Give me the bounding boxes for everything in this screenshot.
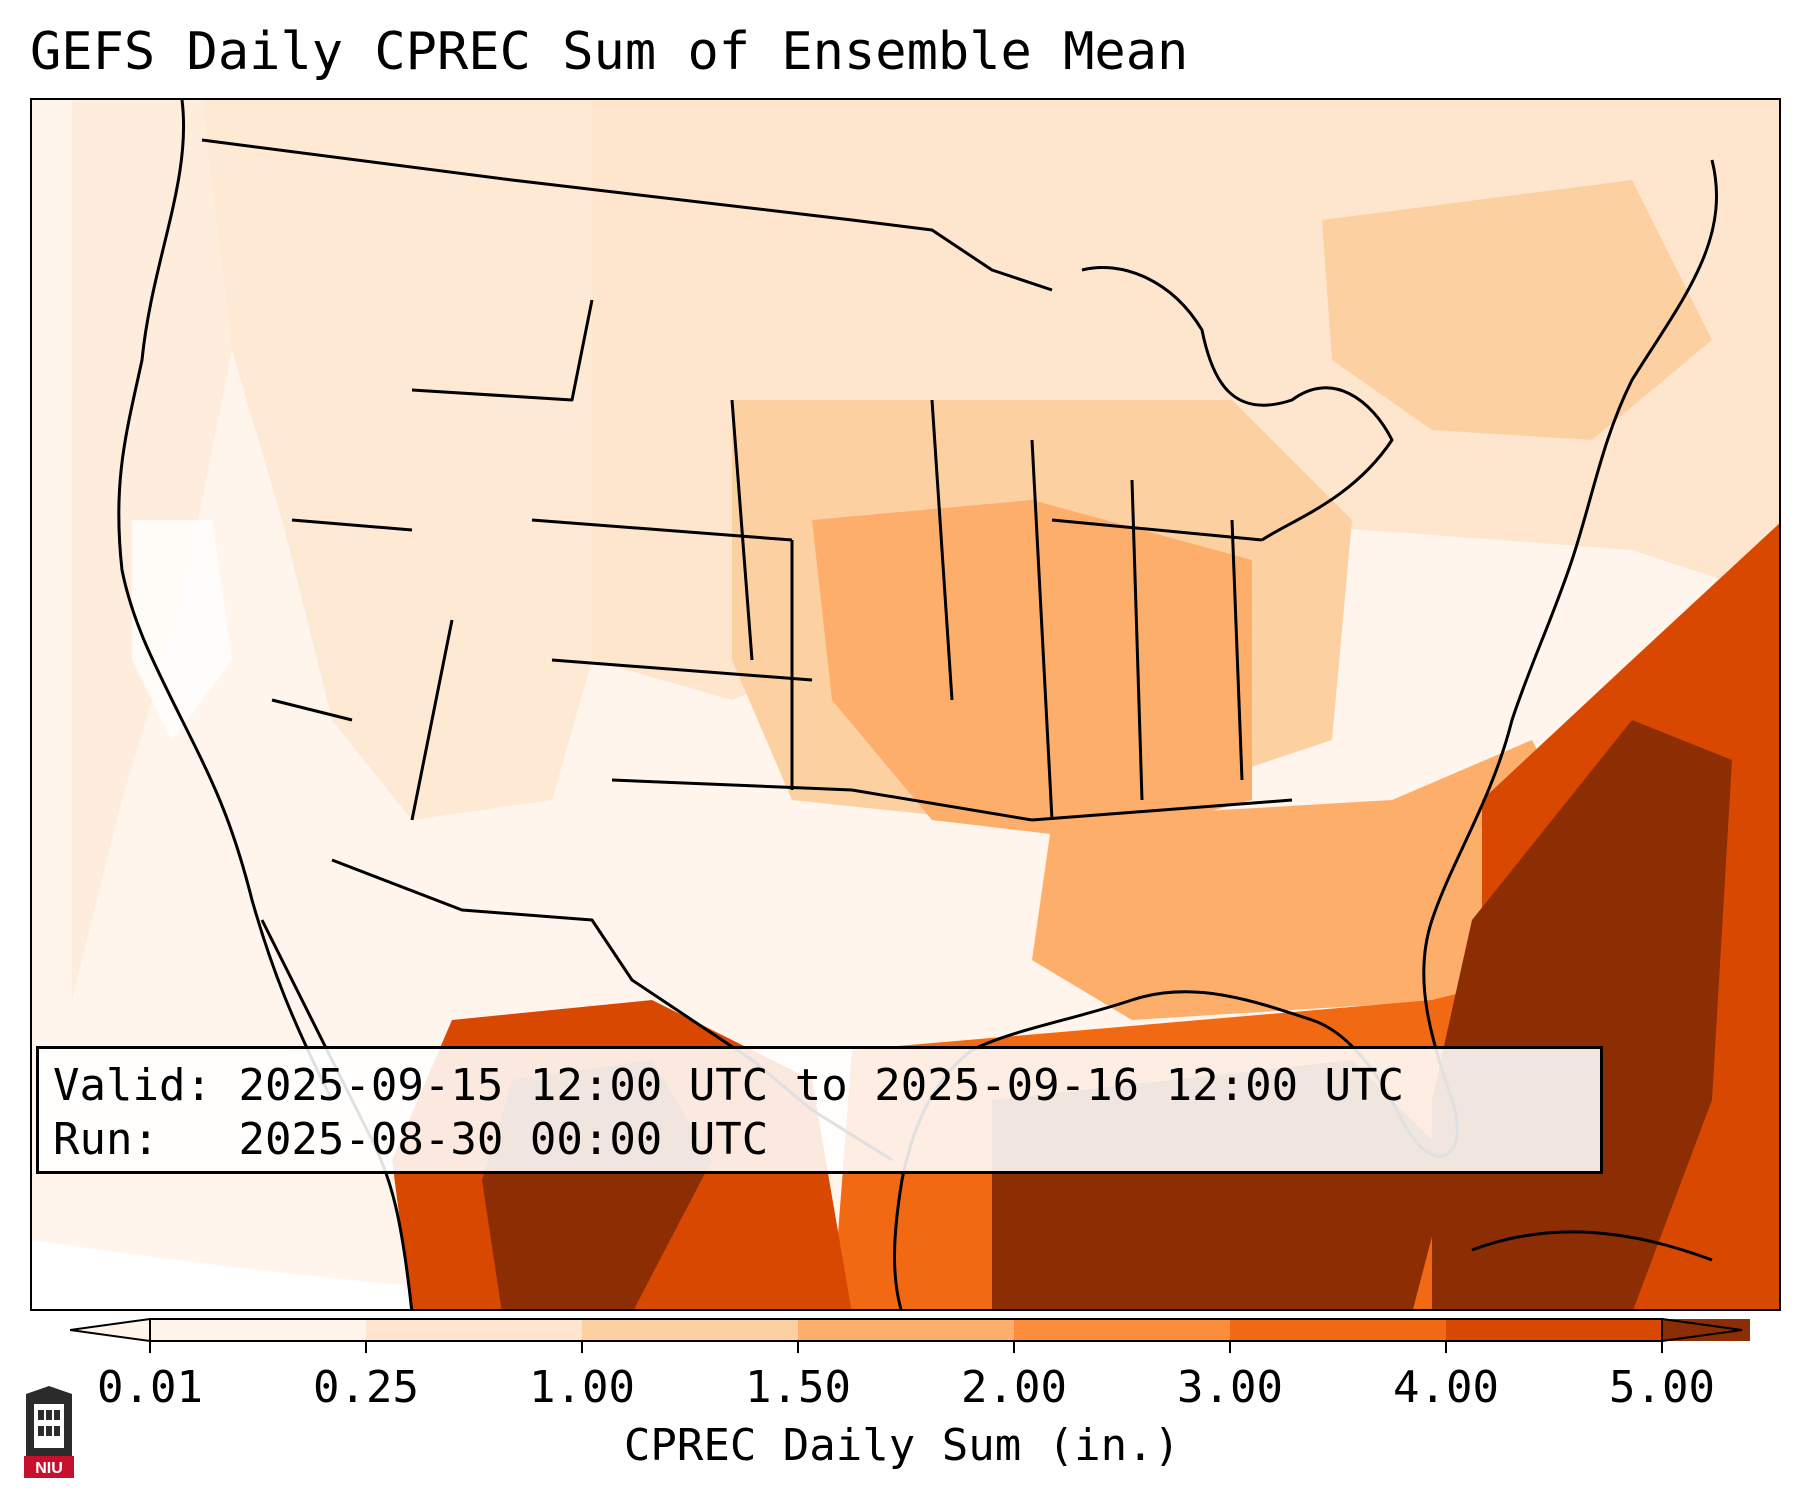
colorbar-title: CPREC Daily Sum (in.) [623,1420,1181,1471]
colorbar-tick-label: 3.00 [1177,1362,1283,1413]
colorbar-segment [798,1319,1014,1341]
map-boundaries [117,100,1718,1309]
precip-area-minimal [132,520,232,740]
precip-map [30,98,1781,1311]
colorbar-extend-low [70,1317,151,1343]
colorbar-segment [366,1319,582,1341]
colorbar-outline [149,1318,1663,1342]
colorbar-tick-label: 1.00 [529,1362,635,1413]
colorbar-segment [150,1319,366,1341]
colorbar-tick-label: 1.50 [745,1362,851,1413]
colorbar-segment [1014,1319,1230,1341]
colorbar-tick-label: 0.01 [97,1362,203,1413]
colorbar-tick-label: 4.00 [1393,1362,1499,1413]
colorbar [70,1317,1750,1353]
state-boundaries [271,299,1293,822]
map-outside-corner [32,1240,777,1309]
us-canada-border [201,138,1053,292]
valid-run-box: Valid: 2025-09-15 12:00 UTC to 2025-09-1… [36,1046,1603,1174]
precip-area-medium [1322,180,1712,440]
valid-label: Valid: [53,1060,212,1111]
niu-logo: NIU [24,1386,74,1478]
map-svg [32,100,1779,1309]
colorbar-tick-label: 2.00 [961,1362,1067,1413]
precip-area-light [202,100,592,820]
valid-value: 2025-09-15 12:00 UTC to 2025-09-16 12:00… [238,1060,1405,1111]
cuba-outline [1471,1230,1713,1262]
run-row: Run: 2025-08-30 00:00 UTC [53,1113,1586,1167]
valid-row: Valid: 2025-09-15 12:00 UTC to 2025-09-1… [53,1059,1586,1113]
colorbar-segment [582,1319,798,1341]
map-title: GEFS Daily CPREC Sum of Ensemble Mean [30,22,1189,82]
logo-text: NIU [35,1460,63,1477]
run-label: Run: [53,1114,159,1165]
colorbar-tick-label: 0.25 [313,1362,419,1413]
precip-area-high [1032,740,1592,1020]
colorbar-segment [1446,1319,1662,1341]
colorbar-tick-label: 5.00 [1609,1362,1715,1413]
great-lakes-shoreline [1081,266,1394,542]
west-coastline [117,100,334,1101]
run-value: 2025-08-30 00:00 UTC [238,1114,769,1165]
colorbar-segment [1230,1319,1446,1341]
